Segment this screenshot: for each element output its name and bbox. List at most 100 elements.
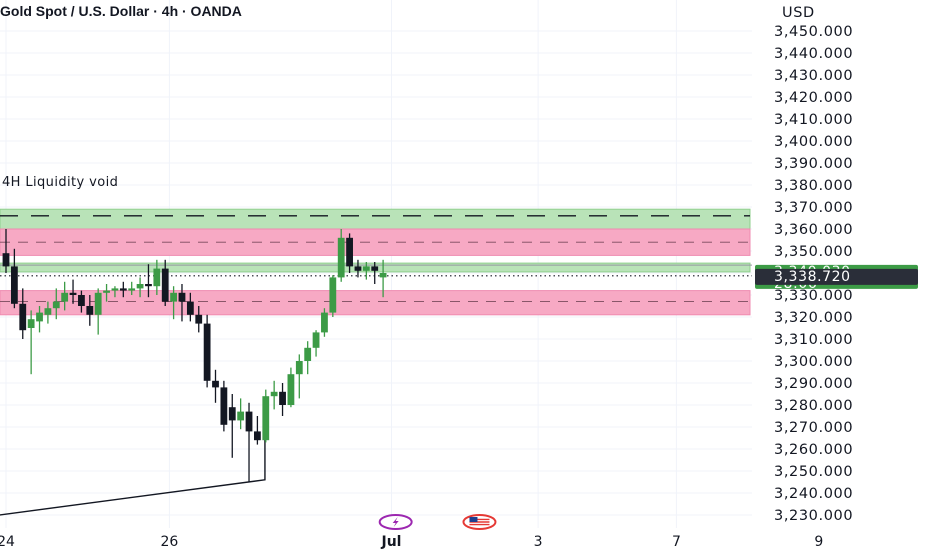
candle[interactable] — [52, 288, 60, 320]
candle[interactable] — [295, 354, 303, 399]
y-tick-label: 3,400.000 — [774, 134, 853, 150]
candle-body — [329, 277, 337, 313]
candle-body — [254, 431, 261, 441]
candle-body — [237, 411, 245, 421]
candle[interactable] — [145, 264, 152, 298]
time-axis[interactable]: 24 26 Jul 3 7 9 — [0, 534, 823, 550]
y-tick-label: 3,320.000 — [774, 310, 853, 326]
candle[interactable] — [379, 259, 387, 298]
candle-body — [178, 292, 186, 302]
trendline[interactable] — [0, 435, 266, 516]
price-tags: 3,340.03028:063,338.720 — [755, 264, 918, 292]
candle[interactable] — [312, 330, 320, 357]
candle[interactable] — [178, 284, 186, 322]
candle-body — [36, 312, 43, 322]
candle-body — [371, 266, 379, 271]
candle[interactable] — [304, 341, 312, 375]
y-tick-label: 3,410.000 — [774, 112, 853, 128]
candle[interactable] — [119, 281, 127, 298]
y-tick-label: 3,440.000 — [774, 46, 853, 62]
y-tick-label: 3,420.000 — [774, 90, 853, 106]
candle[interactable] — [354, 259, 362, 278]
candles[interactable] — [2, 229, 387, 482]
candle[interactable] — [212, 369, 219, 403]
candle[interactable] — [19, 288, 27, 339]
y-tick-label: 3,430.000 — [774, 68, 853, 84]
candle-body — [44, 308, 52, 315]
candle-body — [145, 284, 152, 287]
candle[interactable] — [86, 295, 94, 326]
candle[interactable] — [245, 402, 253, 482]
candle-body — [69, 292, 77, 295]
candle[interactable] — [220, 380, 228, 432]
price-levels — [0, 264, 752, 277]
candle[interactable] — [170, 286, 177, 320]
price-axis[interactable]: 3,450.000 3,440.000 3,430.000 3,420.000 3,41… — [774, 24, 853, 524]
x-tick-label: 3 — [534, 534, 543, 550]
candle-body — [321, 312, 328, 333]
candle[interactable] — [287, 367, 295, 408]
candle-body — [161, 268, 169, 302]
candle-body — [220, 387, 228, 425]
candle-body — [111, 288, 119, 291]
candle[interactable] — [262, 389, 270, 443]
candle[interactable] — [94, 288, 102, 335]
candle-body — [94, 292, 102, 315]
candle-body — [119, 288, 127, 291]
candle-body — [170, 292, 177, 302]
candle-body — [362, 266, 370, 271]
candle[interactable] — [237, 398, 245, 430]
lightning-icon[interactable] — [378, 514, 413, 530]
chart-title: Gold Spot / U.S. Dollar · 4h · OANDA — [0, 3, 242, 19]
y-tick-label: 3,230.000 — [774, 508, 853, 524]
candle[interactable] — [228, 394, 236, 458]
candle[interactable] — [279, 383, 286, 416]
candle[interactable] — [329, 275, 337, 317]
candle[interactable] — [346, 233, 353, 273]
candle-body — [245, 411, 253, 432]
candle-body — [379, 273, 387, 278]
candle[interactable] — [337, 229, 345, 282]
zone-red — [0, 228, 751, 256]
candle[interactable] — [254, 416, 261, 445]
candle[interactable] — [136, 277, 144, 298]
candle[interactable] — [61, 281, 69, 311]
candle-body — [27, 319, 35, 328]
y-tick-label: 3,260.000 — [774, 442, 853, 458]
candle[interactable] — [69, 279, 77, 304]
zone-label: 4H Liquidity void — [2, 175, 118, 190]
candle[interactable] — [362, 262, 370, 280]
candle-body — [2, 253, 10, 267]
candle[interactable] — [111, 286, 119, 298]
y-tick-label: 3,290.000 — [774, 376, 853, 392]
candle-body — [136, 284, 144, 289]
candle-body — [295, 361, 303, 375]
candle-body — [86, 306, 94, 315]
candle-body — [304, 347, 312, 361]
candle[interactable] — [153, 259, 161, 295]
candle[interactable] — [128, 281, 136, 295]
candle[interactable] — [10, 248, 18, 309]
candle[interactable] — [44, 301, 52, 324]
trendline-path[interactable] — [0, 435, 266, 516]
candle[interactable] — [195, 306, 203, 333]
candle-body — [103, 290, 110, 293]
candle[interactable] — [36, 306, 43, 333]
candle[interactable] — [371, 262, 379, 284]
candle[interactable] — [78, 290, 85, 313]
candle-body — [128, 288, 136, 291]
candle[interactable] — [161, 259, 169, 306]
candle[interactable] — [2, 229, 10, 273]
x-tick-label: 9 — [814, 534, 823, 550]
y-tick-label: 3,380.000 — [774, 178, 853, 194]
event-icons[interactable] — [378, 514, 497, 530]
candle[interactable] — [321, 308, 328, 337]
candle[interactable] — [186, 292, 194, 322]
candle-body — [312, 332, 320, 348]
candle[interactable] — [27, 310, 35, 375]
candle[interactable] — [103, 284, 110, 302]
candle[interactable] — [270, 380, 278, 410]
us-flag-icon[interactable] — [462, 514, 497, 530]
candle[interactable] — [203, 314, 211, 388]
